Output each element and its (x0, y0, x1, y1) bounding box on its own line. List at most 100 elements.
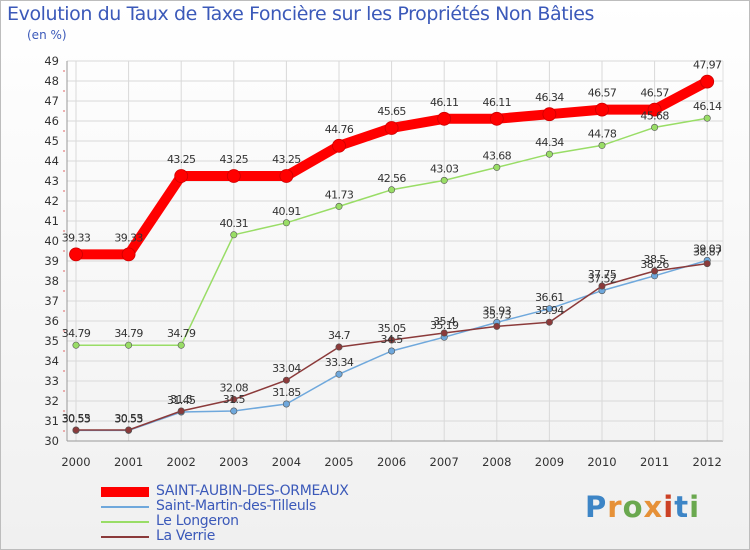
logo-letter: t (674, 490, 690, 524)
data-label: 34.79 (114, 327, 143, 340)
data-label: 43.68 (483, 149, 512, 162)
data-point (282, 376, 290, 384)
data-label: 35.73 (483, 308, 512, 321)
x-tick-label: 2002 (167, 455, 196, 469)
data-label: 35.05 (377, 322, 406, 335)
data-label: 34.79 (167, 327, 196, 340)
x-tick-label: 2006 (377, 455, 406, 469)
x-tick-label: 2001 (114, 455, 143, 469)
data-point (703, 114, 711, 122)
data-label: 41.73 (325, 188, 354, 201)
data-label: 32.08 (220, 381, 249, 394)
data-point (174, 169, 189, 183)
data-point (230, 395, 238, 403)
data-point (282, 219, 290, 227)
y-tick-label: 44 (44, 154, 59, 168)
x-tick-label: 2010 (587, 455, 616, 469)
data-label: 43.25 (220, 153, 249, 166)
x-tick-label: 2000 (61, 455, 90, 469)
legend-label: Saint-Martin-des-Tilleuls (156, 498, 317, 514)
legend-swatch (101, 487, 149, 497)
data-point (177, 341, 185, 349)
data-label: 45.68 (640, 109, 669, 122)
data-label: 33.04 (272, 362, 301, 375)
data-label: 30.55 (114, 412, 143, 425)
data-point (388, 336, 396, 344)
data-point (226, 169, 241, 183)
series-layer (69, 74, 715, 434)
data-point (545, 305, 553, 313)
data-point (121, 247, 136, 262)
logo-letter: i (663, 490, 675, 524)
data-point (595, 102, 609, 117)
data-label: 46.11 (430, 96, 459, 109)
data-point (493, 322, 501, 330)
data-label: 44.78 (588, 127, 617, 140)
x-tick-label: 2003 (219, 455, 248, 469)
data-label: 36.61 (535, 291, 564, 304)
y-tick-label: 37 (44, 294, 59, 308)
data-label: 39.03 (693, 242, 722, 255)
logo-letter: P (585, 490, 608, 524)
y-tick-label: 43 (44, 174, 59, 188)
data-point (545, 150, 553, 158)
data-point (545, 318, 553, 326)
data-point (282, 400, 290, 408)
grid-lines (67, 60, 723, 442)
legend-swatch (101, 506, 149, 508)
data-label: 30.55 (62, 412, 91, 425)
data-point (700, 74, 715, 89)
data-label: 43.25 (272, 153, 301, 166)
y-tick-label: 33 (44, 374, 59, 388)
data-point (647, 102, 662, 117)
y-tick-label: 35 (44, 334, 59, 348)
data-label: 42.56 (377, 172, 406, 185)
axes: 30 31 32 33 34 35 36 37 38 39 40 41 42 43 44 45 46 47 48 49… (44, 54, 724, 469)
data-label: 39.33 (114, 231, 143, 244)
data-label: 35.94 (535, 304, 564, 317)
data-label: 44.76 (325, 123, 354, 136)
y-tick-label: 46 (44, 114, 59, 128)
data-label: 43.03 (430, 162, 459, 175)
y-tick-label: 31 (44, 414, 59, 428)
y-tick-label: 34 (44, 354, 59, 368)
data-label: 40.91 (272, 205, 301, 218)
data-label: 40.31 (220, 217, 249, 230)
data-point (440, 176, 448, 184)
data-point (598, 282, 606, 290)
data-point (230, 231, 238, 239)
data-point (332, 138, 346, 153)
data-point (335, 343, 343, 351)
y-tick-label: 49 (44, 54, 59, 68)
data-label: 38.26 (640, 258, 669, 271)
chart-title: Evolution du Taux de Taxe Foncière sur l… (7, 3, 595, 25)
logo-letter: x (643, 490, 664, 524)
y-tick-label: 30 (44, 434, 59, 448)
data-point (335, 202, 343, 210)
y-tick-label: 36 (44, 314, 59, 328)
data-point (335, 370, 343, 378)
data-point (489, 111, 504, 126)
data-label: 39.33 (62, 231, 91, 244)
data-labels: 39.33 39.33 43.25 43.25 43.25 44.76 45.65 46.11… (62, 59, 723, 426)
data-point (542, 107, 557, 122)
data-label: 35.93 (483, 304, 512, 317)
data-point (388, 347, 396, 355)
data-point (493, 163, 501, 171)
data-label: 31.85 (272, 386, 301, 399)
data-label: 46.14 (693, 100, 722, 113)
y-tick-label: 40 (44, 234, 59, 248)
x-tick-label: 2007 (430, 455, 459, 469)
x-tick-label: 2004 (272, 455, 301, 469)
data-label: 34.79 (62, 327, 91, 340)
data-point (72, 341, 80, 349)
y-tick-label: 48 (44, 74, 59, 88)
data-label: 45.65 (377, 105, 406, 118)
x-tick-label: 2009 (535, 455, 564, 469)
legend-label: Le Longeron (156, 513, 239, 529)
data-point (177, 407, 185, 415)
data-label: 31.5 (223, 393, 246, 406)
legend-swatch (101, 536, 149, 538)
data-point (125, 341, 133, 349)
